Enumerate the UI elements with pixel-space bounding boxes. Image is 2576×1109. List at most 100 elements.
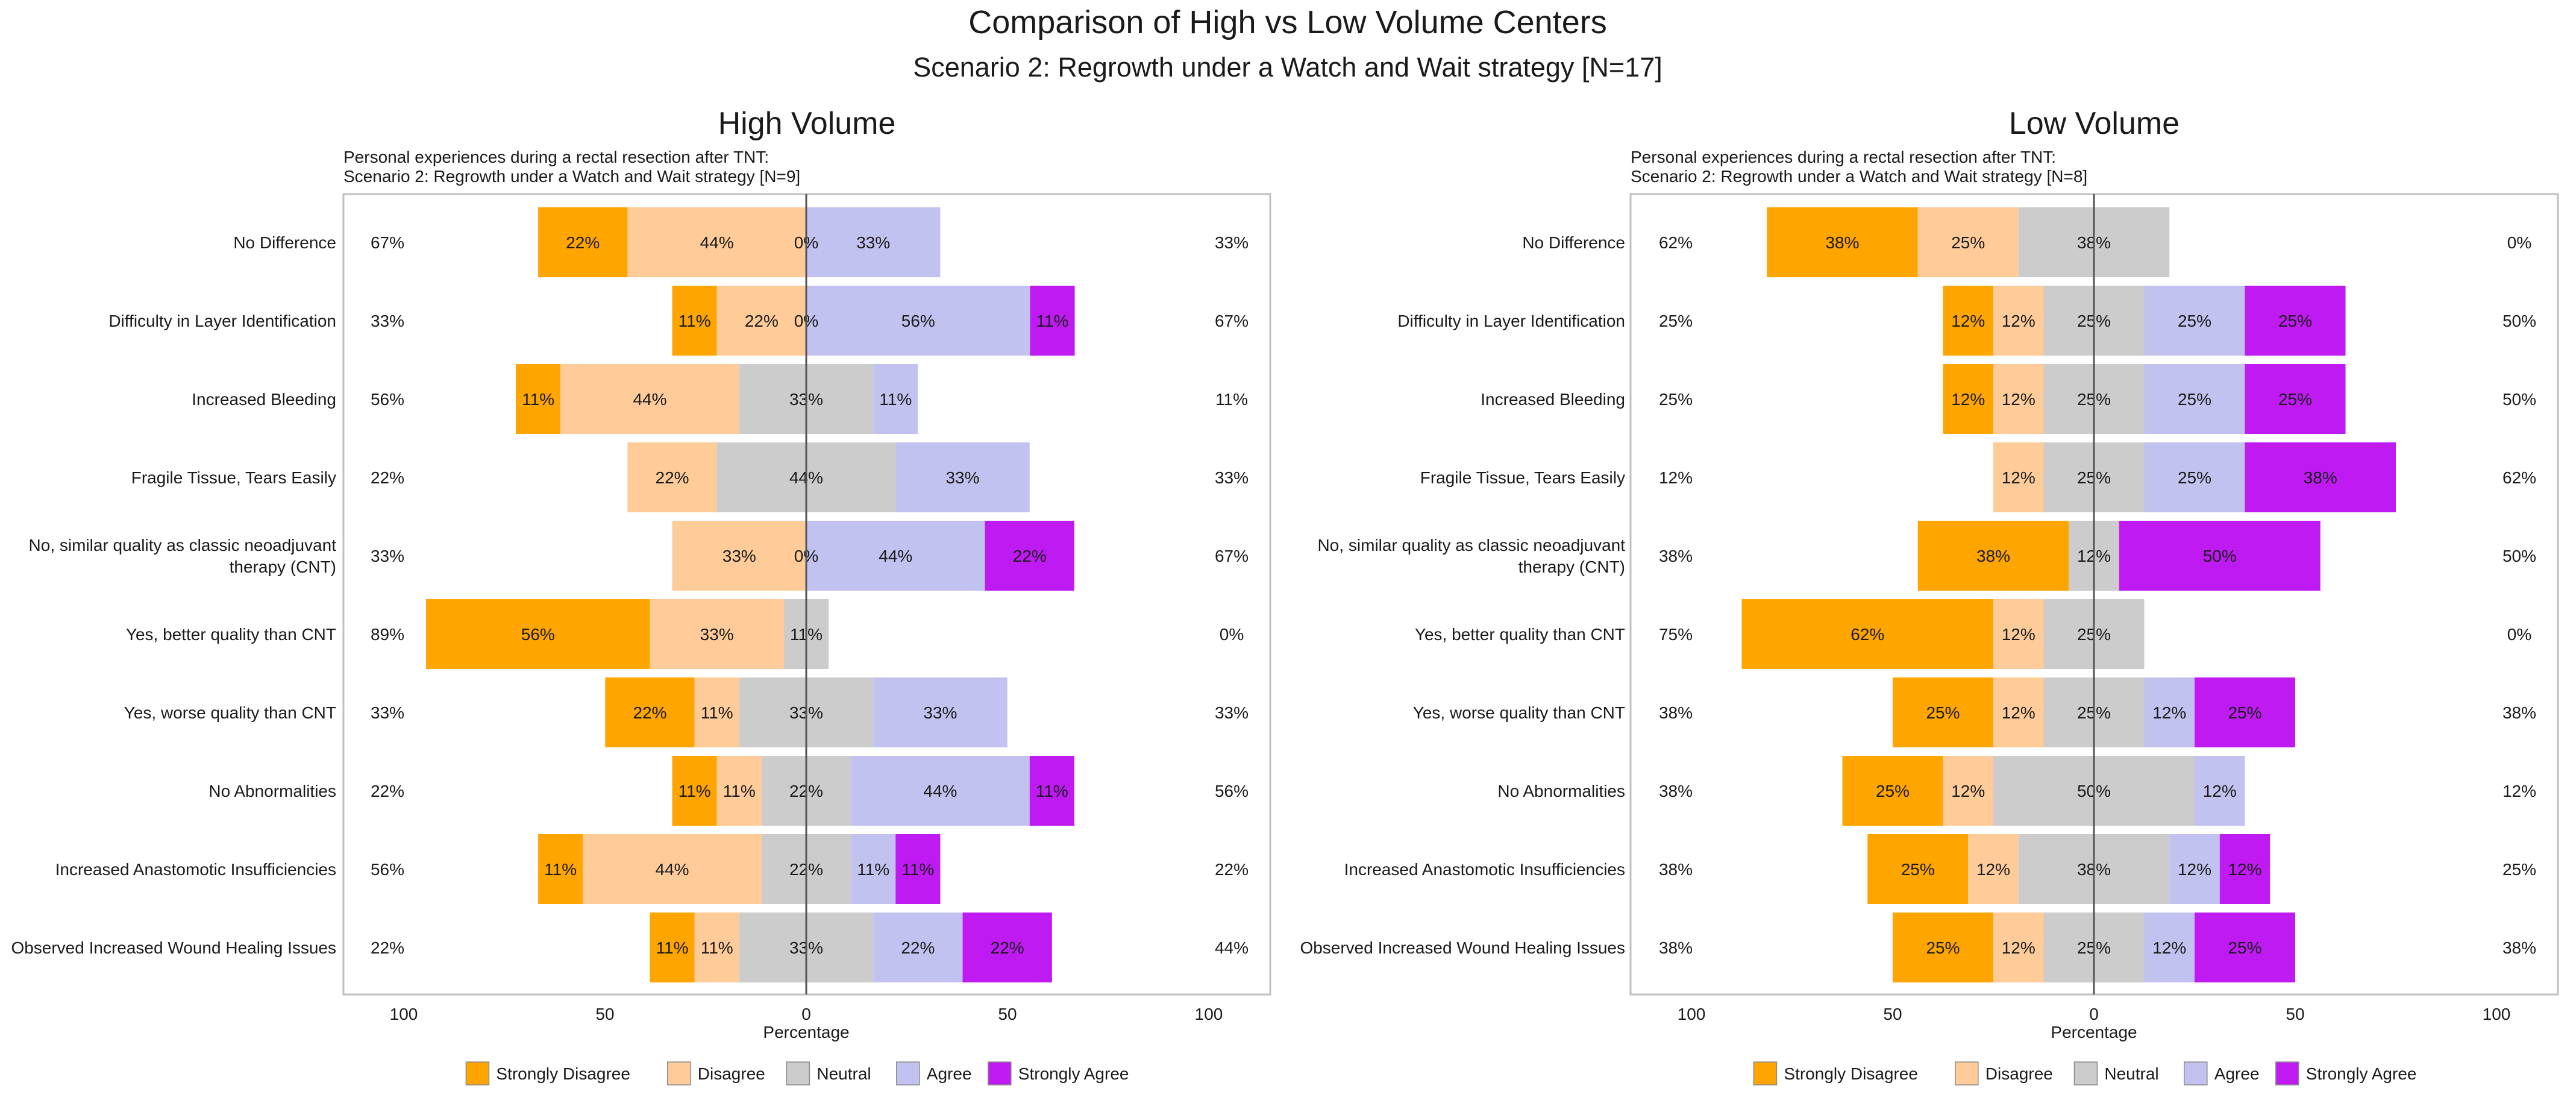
category-label-text: No Abnormalities — [1497, 782, 1625, 800]
bar-value-label: 12% — [1951, 782, 1985, 800]
right-total-label: 67% — [1215, 547, 1249, 565]
bar-segment-strongly-disagree — [1893, 677, 1993, 747]
bar-segment-disagree — [1917, 207, 2019, 277]
bar-segment-agree — [851, 756, 1030, 826]
bar-segment-disagree — [694, 677, 739, 747]
bar-segment-strongly-agree — [2245, 442, 2396, 512]
x-tick-label: 0 — [801, 1005, 811, 1023]
bar-value-label: 25% — [2278, 312, 2312, 330]
bar-segment-disagree — [1943, 756, 1993, 826]
right-total-label: 33% — [1215, 233, 1249, 252]
category-label-text: therapy (CNT) — [1518, 558, 1625, 576]
panel-subtitle-line-2: Scenario 2: Regrowth under a Watch and W… — [343, 167, 800, 186]
bar-value-label: 11% — [879, 390, 912, 409]
bar-segment-strongly-agree — [985, 521, 1074, 591]
right-total-label: 0% — [2507, 625, 2531, 644]
category-label: Fragile Tissue, Tears Easily — [1420, 468, 1625, 487]
bar-segment-strongly-agree — [1030, 286, 1075, 356]
bar-value-label: 12% — [2152, 938, 2186, 957]
left-total-label: 56% — [371, 390, 404, 409]
high-volume-panel: High Volume Personal experiences during a… — [11, 106, 1271, 1085]
bar-value-label: 12% — [1951, 312, 1985, 330]
left-total-label: 38% — [1659, 782, 1693, 800]
panel-title: Low Volume — [2009, 106, 2180, 141]
category-label-text: Increased Bleeding — [192, 390, 336, 409]
right-total-label: 50% — [2502, 390, 2536, 409]
category-label-text: Yes, worse quality than CNT — [124, 703, 336, 722]
x-tick-label: 0 — [2089, 1005, 2099, 1023]
bar-segment-strongly-agree — [2245, 364, 2346, 434]
right-total-label: 50% — [2502, 547, 2536, 565]
right-total-label: 12% — [2502, 782, 2536, 800]
legend-swatch — [786, 1061, 810, 1085]
bar-segment-disagree — [694, 913, 739, 982]
legend-item-disagree: Disagree — [667, 1061, 765, 1085]
bar-segment-agree — [2144, 364, 2245, 434]
bar-segment-disagree — [716, 286, 806, 356]
bar-row-yes-better-quality-than-cnt: 56% 33% 11% — [426, 599, 829, 669]
x-tick-label: 100 — [1678, 1005, 1706, 1023]
left-total-label: 33% — [371, 547, 404, 565]
bar-value-label: 22% — [745, 312, 779, 330]
bar-value-label: 38% — [1825, 233, 1859, 252]
bar-segment-agree — [895, 442, 1030, 512]
bar-segment-agree — [873, 677, 1008, 747]
left-total-label: 33% — [371, 703, 404, 722]
bar-value-label: 25% — [1876, 782, 1910, 800]
bar-segment-strongly-disagree — [1741, 599, 1993, 669]
category-label: No Difference — [1522, 233, 1625, 252]
bar-segment-strongly-agree — [2195, 677, 2295, 747]
legend-item-strongly-disagree: Strongly Disagree — [1753, 1061, 1918, 1085]
bar-segment-strongly-disagree — [605, 677, 695, 747]
bar-row-no-abnormalities: 11% 11% 22% 44% 11% — [672, 756, 1074, 826]
bar-segment-strongly-disagree — [1917, 521, 2069, 591]
bar-segment-strongly-disagree — [1842, 756, 1943, 826]
bar-value-label: 11% — [522, 390, 554, 409]
legend-label: Neutral — [816, 1064, 871, 1083]
bar-segment-strongly-disagree — [1767, 207, 1918, 277]
legend-label: Agree — [2214, 1064, 2260, 1083]
right-total-label: 67% — [1215, 312, 1249, 330]
bar-value-label: 25% — [1901, 860, 1935, 879]
bar-value-label: 33% — [700, 625, 734, 644]
bar-value-label: 12% — [2002, 312, 2035, 330]
legend-label: Strongly Agree — [2306, 1064, 2417, 1083]
category-label: No Abnormalities — [1497, 782, 1625, 800]
bar-value-label: 11% — [678, 312, 711, 330]
bar-value-label: 33% — [923, 703, 957, 722]
legend-item-agree: Agree — [2184, 1061, 2260, 1085]
bar-value-label: 44% — [633, 390, 666, 409]
x-axis-label: Percentage — [2051, 1023, 2137, 1041]
bar-segment-strongly-agree — [1029, 756, 1074, 826]
right-total-label: 56% — [1215, 782, 1249, 800]
bar-row-increased-bleeding: 11% 44% 33% 11% — [516, 364, 918, 434]
bar-segment-strongly-disagree — [1867, 834, 1969, 904]
right-total-label: 33% — [1215, 703, 1249, 722]
right-total-label: 22% — [1215, 860, 1249, 879]
right-total-label: 44% — [1215, 938, 1249, 957]
left-total-label: 38% — [1659, 938, 1693, 957]
bar-segment-disagree — [583, 834, 762, 904]
bar-value-label: 12% — [2002, 703, 2035, 722]
category-label-text: Yes, worse quality than CNT — [1413, 703, 1625, 722]
category-label-text: Yes, better quality than CNT — [126, 625, 336, 644]
legend-item-strongly-agree: Strongly Agree — [988, 1061, 1129, 1085]
bar-row-fragile-tissue-tears-easily: 12% 25% 25% 38% — [1993, 442, 2396, 512]
bar-segment-disagree — [1968, 834, 2019, 904]
x-tick-label: 100 — [1195, 1005, 1223, 1023]
bar-segment-strongly-disagree — [1943, 364, 1993, 434]
bar-value-label: 22% — [656, 468, 689, 487]
category-label-text: No, similar quality as classic neoadjuva… — [29, 536, 337, 554]
category-label-text: Fragile Tissue, Tears Easily — [1420, 468, 1625, 487]
bar-value-label: 33% — [856, 233, 890, 252]
legend-swatch — [2073, 1061, 2098, 1085]
bar-segment-strongly-disagree — [516, 364, 561, 434]
category-label: Yes, better quality than CNT — [126, 625, 336, 644]
bar-row-increased-anastomotic-insufficiencies: 25% 12% 38% 12% 12% — [1867, 834, 2270, 904]
left-total-label: 75% — [1659, 625, 1693, 644]
x-tick-label: 50 — [2286, 1005, 2304, 1023]
panel-subtitle-line-1: Personal experiences during a rectal res… — [1631, 148, 2056, 166]
bar-row-no-difference: 22% 44% 0% 33% — [538, 207, 941, 277]
bar-value-label: 12% — [2002, 938, 2035, 957]
